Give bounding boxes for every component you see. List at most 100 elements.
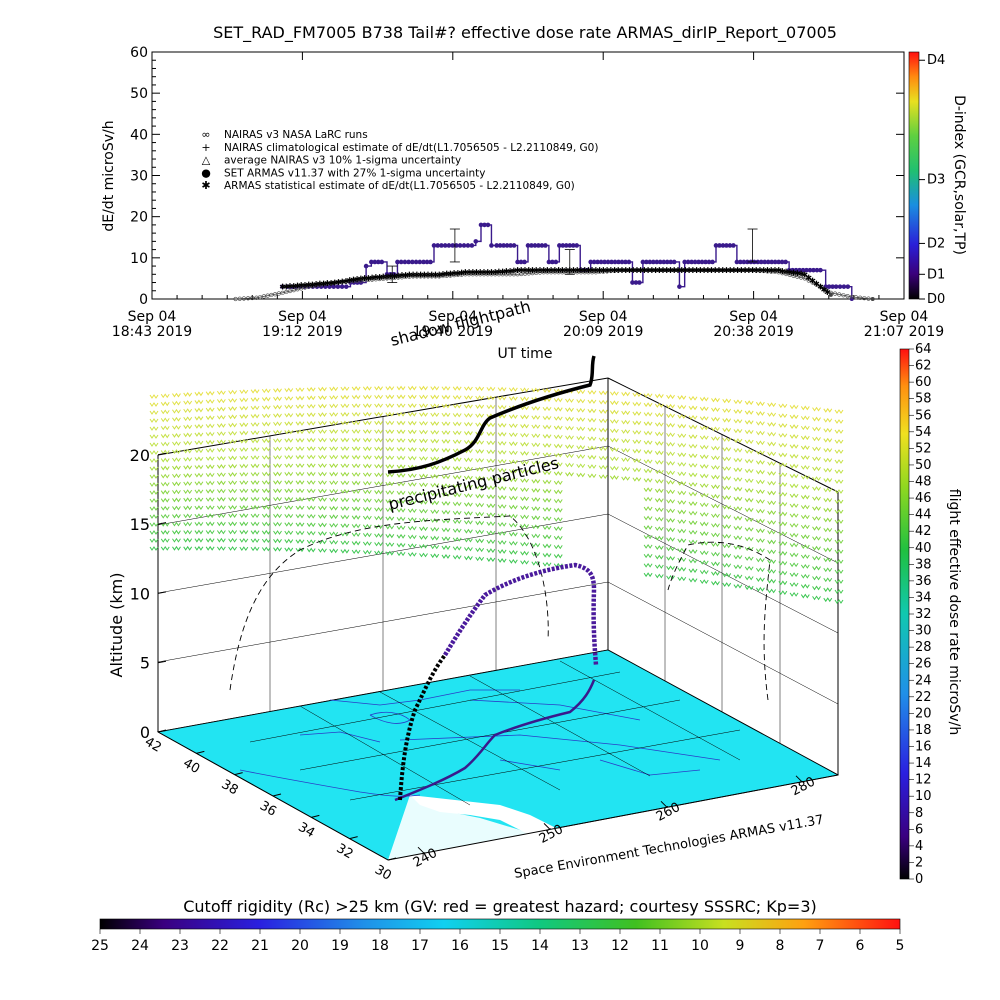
particle-mark [295,446,305,452]
armas-estimate-point: ✱ [313,280,320,289]
particle-mark [475,466,485,472]
particle-mark [306,454,316,460]
particle-mark [160,417,170,423]
particle-mark [699,531,709,536]
particle-mark [205,545,215,551]
particle-mark [699,444,709,450]
particle-mark [744,410,754,415]
particle-mark [666,451,675,457]
particle-mark [374,550,384,556]
particle-mark [295,429,305,435]
particle-mark [800,435,810,441]
particle-mark [576,435,586,441]
particle-mark [194,472,204,478]
particle-mark [688,405,698,411]
particle-mark [789,552,799,558]
chart-title: SET_RAD_FM7005 B738 Tail#? effective dos… [213,23,837,43]
particle-mark [306,496,316,502]
particle-mark [744,439,754,445]
particle-mark [711,532,720,538]
particle-mark [362,541,372,546]
particle-mark [632,476,642,482]
particle-mark [250,430,260,436]
particle-mark [261,538,271,544]
particle-mark [823,517,833,523]
particle-mark [194,423,204,429]
particle-mark [172,392,181,398]
longitude-tick-mark [417,846,425,854]
particle-mark [228,422,238,428]
particle-mark [677,414,687,419]
particle-mark [183,505,193,511]
armas-point [664,259,670,265]
particle-mark [711,445,720,451]
armas-estimate-point: ✱ [663,266,670,275]
armas-point [395,259,400,265]
particle-mark [800,583,810,589]
particle-mark [542,406,552,412]
particle-mark [834,439,844,444]
armas-point [797,267,802,273]
dose-rate-tick-label: 52 [915,441,932,456]
particle-mark [250,455,260,460]
particle-mark [329,446,339,451]
armas-estimate-point: ✱ [294,281,301,290]
particle-mark [598,436,608,442]
particle-mark [722,456,732,462]
armas-estimate-point: ✱ [369,274,376,283]
armas-point [473,239,479,244]
armas-estimate-point: ✱ [372,273,379,282]
cutoff-tick-label: 19 [331,938,349,954]
armas-estimate-point: ✱ [764,266,771,275]
particle-mark [452,528,462,533]
armas-point [630,280,635,285]
particle-mark [688,453,698,459]
particle-mark [834,419,844,424]
particle-mark [452,474,462,480]
particle-mark [374,420,384,426]
longitude-tick-mark [543,823,551,830]
armas-point [539,243,545,248]
particle-mark [419,429,428,435]
particle-mark [362,498,372,503]
particle-mark [621,410,631,416]
particle-mark [711,542,720,547]
particle-mark [744,468,754,474]
armas-estimate-point: ✱ [387,272,394,281]
particle-mark [329,471,339,477]
d-index-tick-label: D0 [927,292,945,307]
particle-mark [789,453,799,459]
particle-mark [396,490,406,496]
particle-mark [194,521,204,527]
particle-mark [609,475,619,480]
armas-point [406,259,411,265]
particle-mark [609,447,619,452]
particle-mark [553,544,563,550]
particle-mark [643,430,653,436]
particle-mark [205,423,215,429]
particle-mark [789,463,799,469]
particle-mark [778,501,788,507]
armas-estimate-point: ✱ [563,266,570,275]
particle-mark [733,535,743,541]
x-tick-label-time: 18:43 2019 [112,324,192,340]
particle-mark [486,557,496,562]
dose-rate-tick-label: 54 [915,425,932,440]
particle-mark [800,484,810,490]
armas-estimate-point: ✱ [440,270,447,279]
particle-mark [419,543,428,549]
particle-mark [228,430,238,436]
particle-mark [733,525,743,531]
particle-mark [542,470,552,476]
particle-mark [340,540,350,546]
particle-mark [643,572,653,578]
particle-mark [340,506,350,511]
particle-mark [419,447,428,452]
particle-mark [306,530,316,536]
nairas-point [287,288,293,294]
particle-mark [789,424,799,429]
particle-mark [318,488,327,494]
armas-point [560,243,566,248]
particle-mark [295,412,305,418]
